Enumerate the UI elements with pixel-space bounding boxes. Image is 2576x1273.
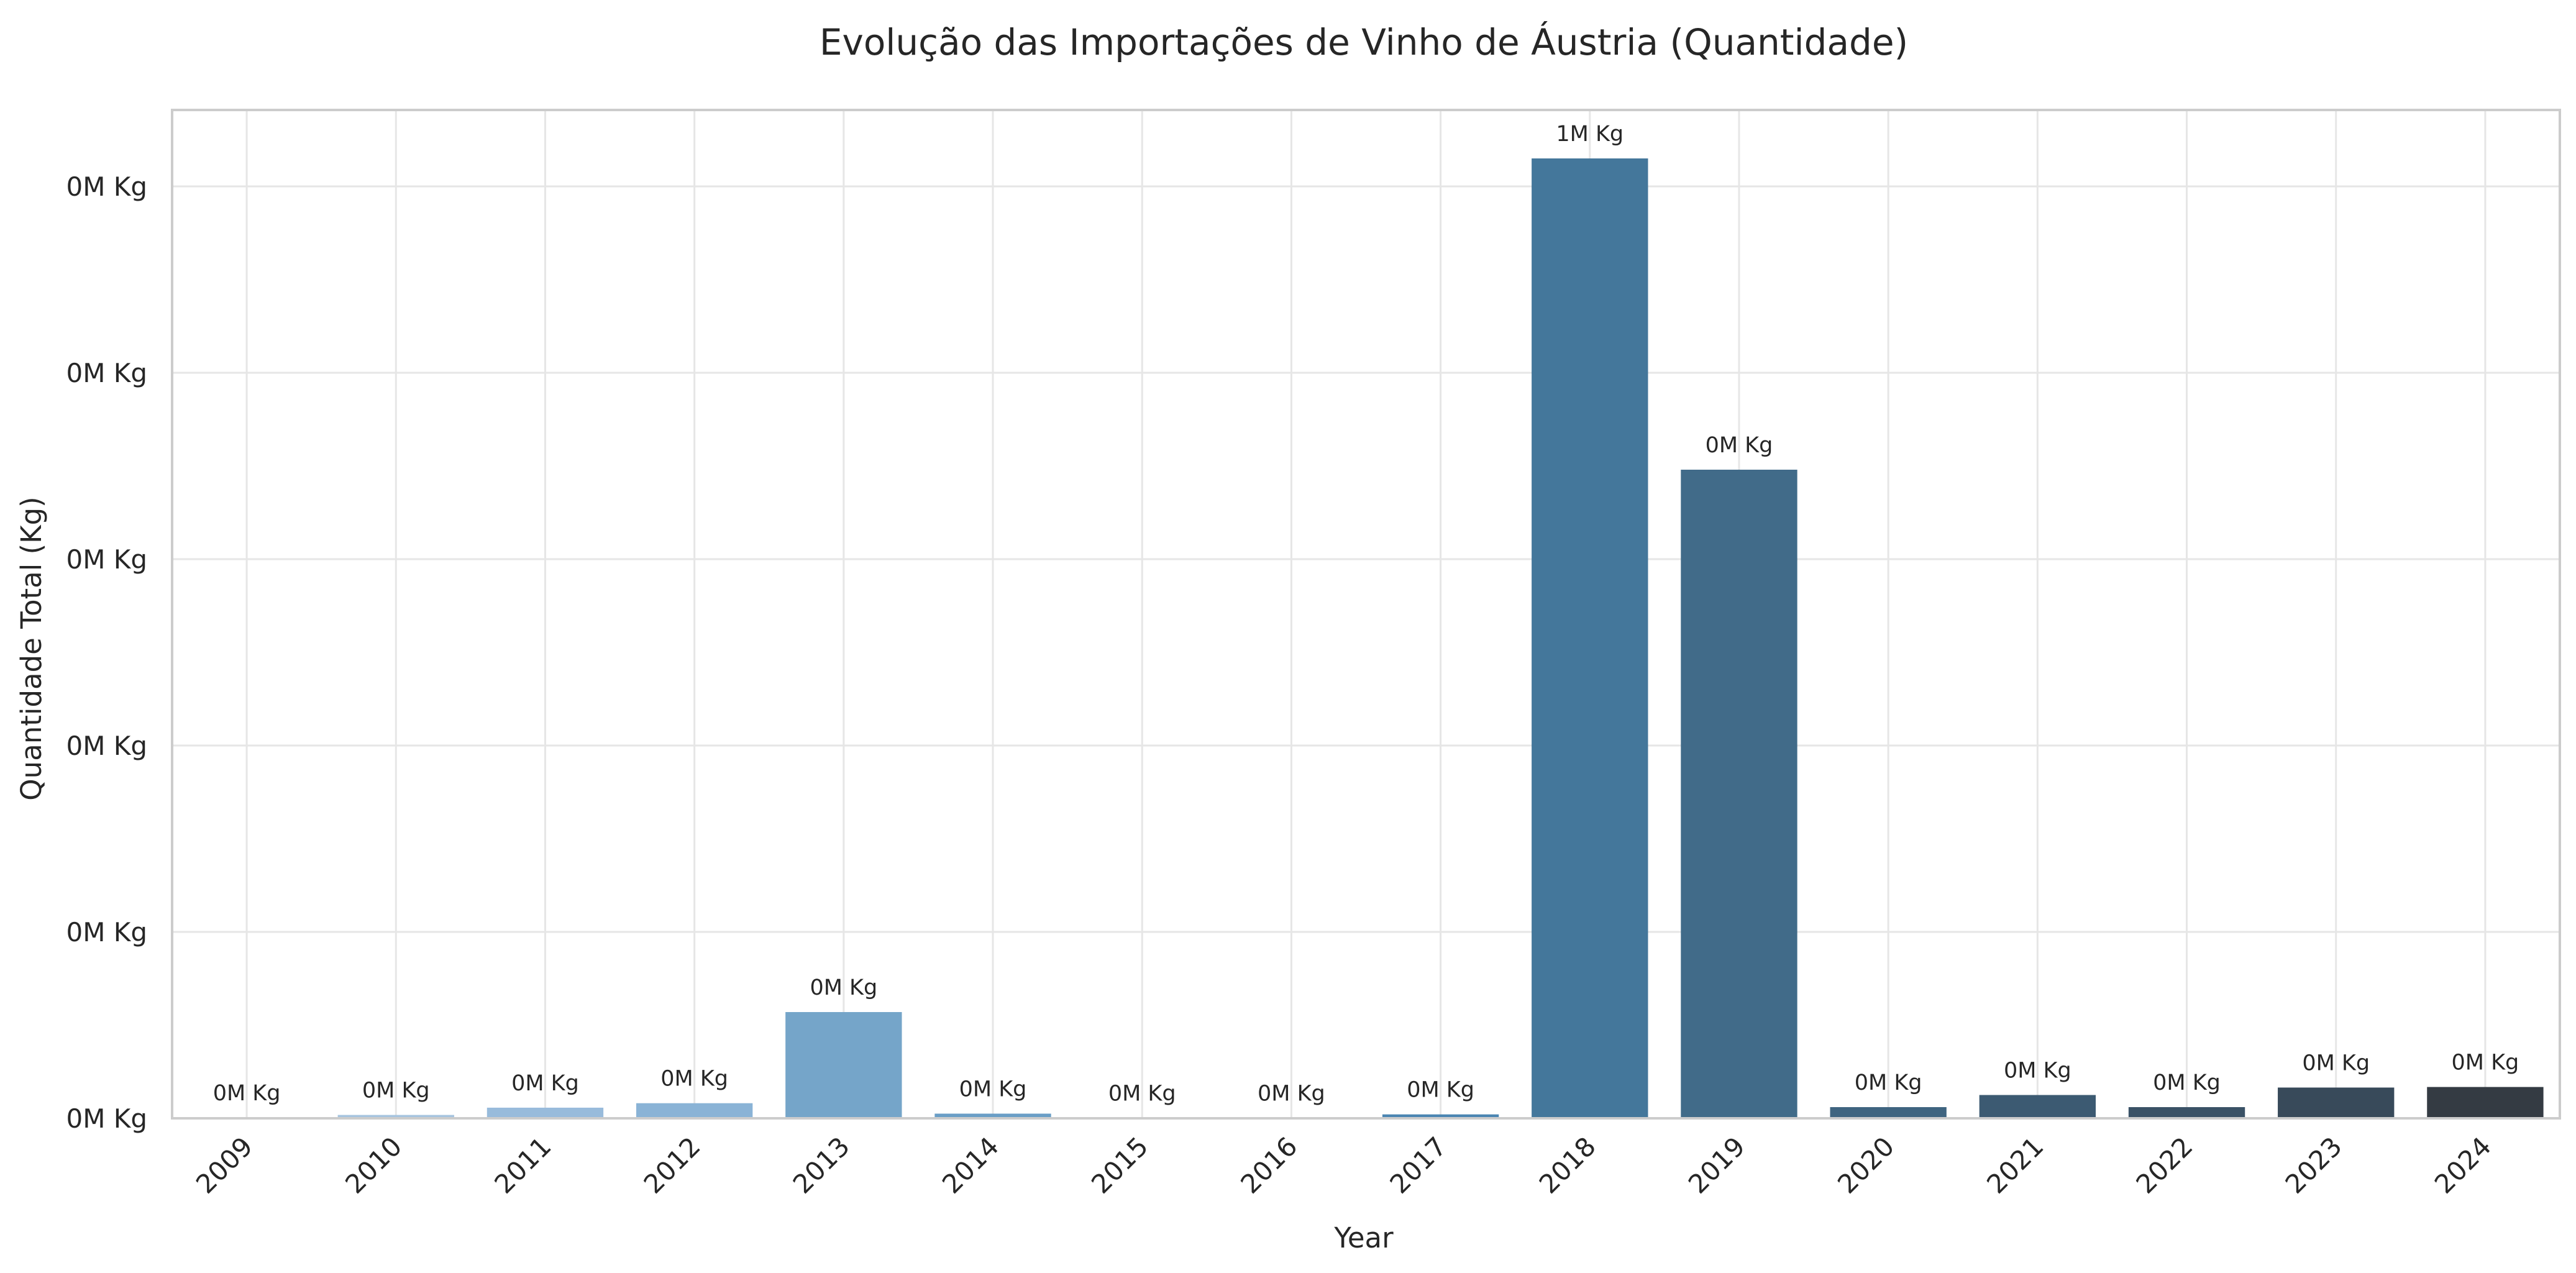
- y-axis-ticks: 0M Kg 0M Kg 0M Kg 0M Kg 0M Kg 0M Kg: [66, 171, 147, 1134]
- chart-title: Evolução das Importações de Vinho de Áus…: [820, 21, 1908, 63]
- bar-2013: [785, 1012, 902, 1118]
- bar-2024: [2427, 1087, 2544, 1118]
- bar-2014: [934, 1113, 1051, 1118]
- y-tick-label: 0M Kg: [66, 358, 147, 388]
- y-tick-label: 0M Kg: [66, 917, 147, 947]
- bar-2020: [1830, 1107, 1947, 1118]
- x-axis-label: Year: [1333, 1221, 1394, 1254]
- y-tick-label: 0M Kg: [66, 731, 147, 761]
- data-label: 0M Kg: [660, 1067, 728, 1092]
- data-label: 0M Kg: [2004, 1059, 2071, 1084]
- data-label: 0M Kg: [213, 1081, 281, 1106]
- bar-2023: [2278, 1087, 2395, 1118]
- bar-2010: [337, 1115, 454, 1118]
- y-axis-label: Quantidade Total (Kg): [15, 496, 48, 800]
- data-label: 0M Kg: [1706, 433, 1773, 458]
- y-tick-label: 0M Kg: [66, 171, 147, 202]
- bar-2011: [486, 1107, 604, 1118]
- plot-frame: [171, 109, 2561, 1120]
- data-label: 0M Kg: [362, 1079, 430, 1103]
- data-label: 0M Kg: [2452, 1051, 2519, 1075]
- data-label: 0M Kg: [1855, 1070, 1922, 1095]
- gridlines: [172, 110, 2560, 1120]
- data-labels: 0M Kg 0M Kg 0M Kg 0M Kg 0M Kg 0M Kg 0M Kg 0M Kg…: [213, 122, 2519, 1106]
- y-tick-label: 0M Kg: [66, 1103, 147, 1134]
- data-label: 0M Kg: [511, 1071, 579, 1096]
- bar-2017: [1382, 1114, 1499, 1118]
- bar-2021: [1979, 1095, 2096, 1118]
- data-label: 1M Kg: [1556, 122, 1624, 147]
- data-label: 0M Kg: [810, 975, 877, 1000]
- data-label: 0M Kg: [2302, 1051, 2370, 1076]
- bar-2022: [2128, 1107, 2245, 1118]
- y-tick-label: 0M Kg: [66, 544, 147, 575]
- bar-2019: [1681, 470, 1797, 1118]
- data-label: 0M Kg: [1258, 1082, 1325, 1106]
- data-label: 0M Kg: [959, 1077, 1027, 1102]
- bars: [188, 158, 2544, 1118]
- bar-2012: [636, 1103, 753, 1118]
- data-label: 0M Kg: [1407, 1078, 1474, 1103]
- bar-2018: [1532, 158, 1648, 1118]
- data-label: 0M Kg: [1108, 1081, 1176, 1106]
- data-label: 0M Kg: [2153, 1070, 2221, 1095]
